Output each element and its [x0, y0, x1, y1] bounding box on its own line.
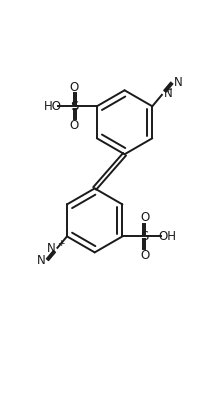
Text: +: +: [57, 239, 64, 248]
Text: +: +: [164, 85, 172, 94]
Text: N: N: [37, 254, 46, 267]
Text: S: S: [141, 230, 149, 243]
Text: HO: HO: [44, 100, 62, 113]
Text: N: N: [174, 76, 182, 89]
Text: S: S: [70, 100, 79, 113]
Text: OH: OH: [158, 230, 176, 243]
Text: O: O: [140, 211, 149, 224]
Text: N: N: [164, 87, 172, 100]
Text: O: O: [70, 80, 79, 93]
Text: O: O: [70, 119, 79, 132]
Text: N: N: [47, 242, 56, 255]
Text: O: O: [140, 249, 149, 262]
